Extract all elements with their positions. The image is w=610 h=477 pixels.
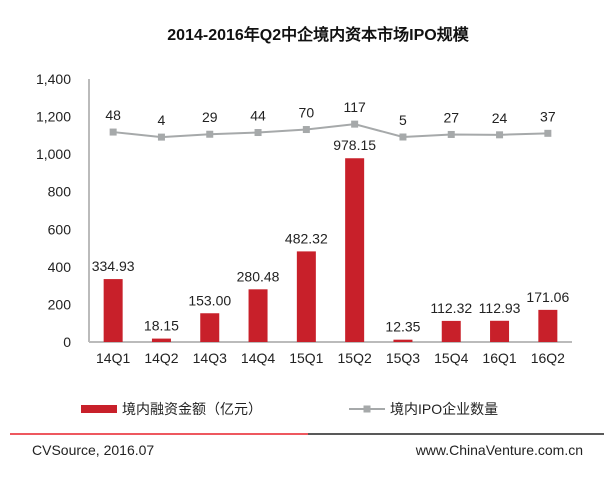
line-value-label: 4 bbox=[158, 112, 166, 128]
x-tick-label: 16Q1 bbox=[482, 350, 516, 366]
bar-value-label: 153.00 bbox=[188, 292, 231, 308]
y-tick-label: 1,400 bbox=[36, 71, 71, 87]
line-value-label: 48 bbox=[105, 107, 121, 123]
bar-value-label: 12.35 bbox=[385, 319, 420, 335]
y-tick-label: 800 bbox=[48, 184, 72, 200]
footer-website: www.ChinaVenture.com.cn bbox=[415, 442, 583, 458]
footer-source: CVSource, 2016.07 bbox=[32, 442, 154, 458]
line-value-label: 37 bbox=[540, 108, 556, 124]
bar-14Q3 bbox=[200, 313, 220, 342]
chart-title: 2014-2016年Q2中企境内资本市场IPO规模 bbox=[167, 25, 469, 44]
bar-16Q1 bbox=[490, 320, 510, 342]
bar-value-label: 18.15 bbox=[144, 318, 179, 334]
y-tick-label: 0 bbox=[63, 334, 71, 350]
line-point-15Q3 bbox=[399, 133, 407, 141]
bar-14Q1 bbox=[103, 279, 123, 342]
line-point-15Q1 bbox=[302, 126, 310, 134]
x-tick-label: 14Q3 bbox=[193, 350, 227, 366]
bar-value-label: 171.06 bbox=[526, 289, 569, 305]
line-point-14Q3 bbox=[206, 130, 214, 138]
bar-16Q2 bbox=[538, 309, 558, 342]
line-point-14Q1 bbox=[109, 128, 117, 136]
legend-line-marker bbox=[363, 405, 371, 413]
bar-15Q4 bbox=[441, 320, 461, 342]
line-point-16Q2 bbox=[544, 129, 552, 137]
ipo-count-line bbox=[113, 123, 548, 139]
line-value-label: 24 bbox=[492, 110, 508, 126]
x-tick-label: 14Q4 bbox=[241, 350, 275, 366]
line-value-label: 117 bbox=[343, 99, 366, 115]
bar-value-label: 482.32 bbox=[285, 230, 328, 246]
line-value-label: 44 bbox=[250, 108, 266, 124]
legend-bar-label: 境内融资金额（亿元） bbox=[122, 401, 262, 417]
x-tick-label: 15Q1 bbox=[289, 350, 323, 366]
line-point-14Q4 bbox=[254, 129, 262, 137]
x-tick-label: 15Q4 bbox=[434, 350, 468, 366]
line-value-label: 27 bbox=[443, 109, 459, 125]
bar-value-label: 112.32 bbox=[430, 300, 472, 316]
bar-14Q2 bbox=[151, 338, 171, 342]
bar-value-label: 280.48 bbox=[237, 268, 280, 284]
line-value-label: 5 bbox=[399, 112, 407, 128]
bar-15Q1 bbox=[296, 251, 316, 342]
y-tick-label: 1,000 bbox=[36, 146, 71, 162]
bar-value-label: 112.93 bbox=[479, 300, 521, 316]
x-tick-label: 15Q3 bbox=[386, 350, 420, 366]
x-tick-label: 16Q2 bbox=[531, 350, 565, 366]
line-value-label: 70 bbox=[299, 105, 315, 121]
bar-15Q2 bbox=[345, 158, 365, 342]
bar-value-label: 334.93 bbox=[92, 258, 135, 274]
bar-value-label: 978.15 bbox=[333, 137, 376, 153]
legend-line-label: 境内IPO企业数量 bbox=[390, 401, 498, 417]
x-tick-label: 14Q2 bbox=[144, 350, 178, 366]
y-tick-label: 1,200 bbox=[36, 109, 71, 125]
line-point-14Q2 bbox=[157, 133, 165, 141]
line-value-label: 29 bbox=[202, 109, 218, 125]
line-point-16Q1 bbox=[496, 131, 504, 139]
line-point-15Q2 bbox=[351, 120, 359, 128]
line-point-15Q4 bbox=[447, 130, 455, 138]
x-tick-label: 15Q2 bbox=[338, 350, 372, 366]
x-tick-label: 14Q1 bbox=[96, 350, 130, 366]
legend-bar-swatch bbox=[81, 405, 117, 413]
bar-14Q4 bbox=[248, 289, 268, 342]
bar-15Q3 bbox=[393, 339, 413, 342]
y-tick-label: 600 bbox=[48, 221, 72, 237]
y-tick-label: 200 bbox=[48, 296, 72, 312]
y-tick-label: 400 bbox=[48, 259, 72, 275]
